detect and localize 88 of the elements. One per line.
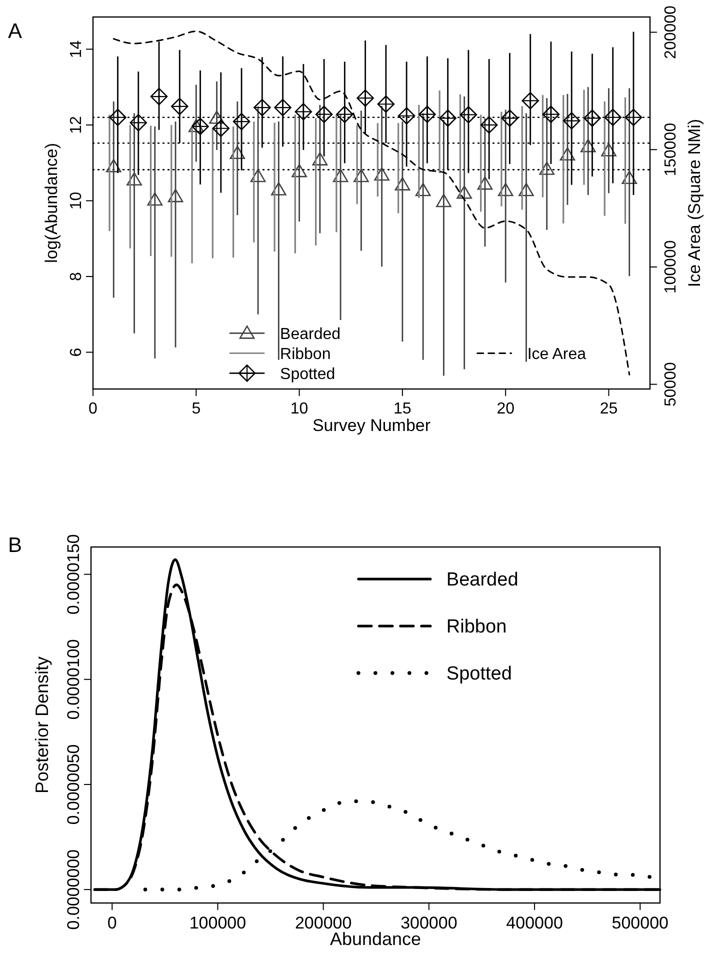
y2-tick-label: 100000 (662, 240, 680, 294)
y-tick-label: 12 (68, 116, 85, 134)
x-tick-label: 100000 (189, 913, 246, 932)
point (398, 107, 416, 125)
y-tick-label: 0.0000000 (64, 849, 83, 930)
y-tick-label: 8 (68, 272, 85, 281)
y-tick-label: 0.0000150 (64, 534, 83, 615)
point (232, 112, 250, 130)
legend-label: Ribbon (446, 616, 507, 638)
point (560, 147, 576, 161)
legend-label: Ribbon (280, 346, 331, 363)
x-tick-label: 10 (290, 400, 308, 418)
point (126, 172, 142, 186)
point (522, 92, 539, 110)
x-tick-label: 5 (192, 400, 201, 418)
point (356, 89, 374, 107)
point (518, 182, 534, 196)
point (130, 114, 148, 132)
x-tick-label: 0 (107, 913, 117, 932)
point (312, 152, 328, 166)
x-axis-title: Survey Number (312, 416, 431, 435)
chart-title: A (8, 20, 22, 43)
y2-axis-title: Ice Area (Square NMi) (685, 118, 704, 288)
point (418, 106, 436, 124)
x-tick-label: 0 (88, 400, 98, 418)
point (354, 168, 369, 182)
point (192, 118, 209, 136)
y-tick-label: 0.0000050 (64, 744, 83, 825)
x-tick-label: 15 (394, 400, 412, 418)
point (170, 98, 188, 116)
point (542, 106, 560, 124)
x-tick-label: 20 (496, 400, 515, 418)
legend-label: Bearded (446, 570, 518, 591)
y2-tick-label: 200000 (662, 5, 680, 59)
legend-label: Spotted (280, 366, 336, 383)
point (271, 182, 286, 196)
point (415, 182, 431, 196)
point (456, 186, 472, 199)
point (315, 106, 333, 124)
point (188, 118, 204, 132)
point (601, 143, 616, 156)
point (394, 177, 410, 190)
y2-tick-label: 50000 (662, 362, 680, 407)
point (336, 106, 354, 124)
y-tick-label: 6 (68, 348, 85, 357)
point (477, 176, 493, 190)
point (147, 192, 163, 206)
point (274, 98, 292, 116)
point (622, 170, 638, 184)
point (436, 194, 452, 208)
point (562, 112, 580, 130)
point (377, 95, 395, 113)
x-tick-label: 400000 (506, 913, 563, 932)
point (480, 116, 498, 134)
point (150, 88, 168, 106)
y-axis-title: log(Abundance) (42, 142, 61, 264)
x-tick-label: 25 (600, 400, 618, 418)
y2-tick-label: 150000 (662, 122, 680, 176)
point (439, 109, 456, 127)
point (106, 158, 122, 172)
point (212, 120, 230, 138)
legend-label: Ice Area (527, 346, 586, 363)
legend-label: Spotted (446, 664, 512, 685)
point (168, 188, 184, 202)
point (539, 162, 554, 175)
point (374, 167, 390, 181)
chart-title: B (8, 534, 22, 557)
point (254, 98, 271, 116)
y-tick-label: 10 (68, 192, 85, 210)
point (332, 168, 348, 182)
y-tick-label: 14 (68, 40, 85, 58)
point (109, 108, 126, 126)
point (584, 109, 601, 127)
point (501, 109, 518, 127)
legend-label: Bearded (280, 326, 341, 343)
point (250, 168, 266, 182)
point (624, 108, 642, 126)
point (209, 110, 224, 124)
y-tick-label: 0.0000100 (64, 639, 83, 720)
point (580, 138, 596, 152)
point (292, 164, 307, 178)
y-axis-title: Posterior Density (32, 656, 52, 794)
point (230, 146, 246, 160)
point (294, 103, 312, 120)
x-tick-label: 500000 (612, 913, 669, 932)
point (498, 182, 514, 196)
point (460, 106, 478, 124)
point (604, 108, 622, 126)
